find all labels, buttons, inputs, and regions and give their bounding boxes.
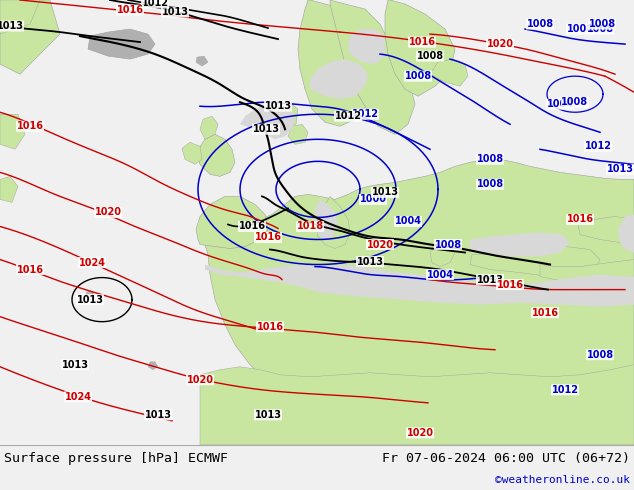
Text: 1008: 1008 [588, 19, 616, 29]
Text: 1008: 1008 [586, 350, 614, 360]
Text: 1008: 1008 [404, 71, 432, 81]
Text: Surface pressure [hPa] ECMWF: Surface pressure [hPa] ECMWF [4, 452, 228, 466]
Polygon shape [314, 199, 338, 240]
Text: 1020: 1020 [94, 207, 122, 218]
Text: 1016: 1016 [408, 37, 436, 47]
Polygon shape [618, 215, 634, 252]
Text: 1008: 1008 [562, 97, 588, 107]
Text: 1008: 1008 [586, 24, 614, 34]
Text: 1013: 1013 [61, 360, 89, 370]
Text: 1016: 1016 [254, 232, 281, 243]
Polygon shape [385, 0, 455, 96]
Text: 1020: 1020 [366, 240, 394, 249]
Text: 1013: 1013 [477, 274, 503, 285]
Text: 1016: 1016 [567, 215, 593, 224]
Text: 1016: 1016 [238, 221, 266, 231]
Polygon shape [578, 217, 634, 243]
Polygon shape [470, 246, 600, 276]
Text: 1013: 1013 [145, 410, 172, 420]
Text: 1020: 1020 [486, 39, 514, 49]
Text: 1008: 1008 [566, 24, 593, 34]
Polygon shape [200, 116, 218, 139]
Text: 1013: 1013 [0, 21, 23, 31]
Text: 1012: 1012 [351, 109, 378, 119]
Polygon shape [288, 124, 308, 144]
Polygon shape [196, 196, 268, 248]
Text: 1013: 1013 [77, 294, 103, 305]
Polygon shape [0, 0, 40, 34]
Text: 1004: 1004 [547, 99, 574, 109]
Polygon shape [88, 29, 155, 59]
Polygon shape [286, 104, 298, 126]
Text: 1012: 1012 [552, 385, 578, 395]
Polygon shape [316, 196, 350, 248]
Text: 1013: 1013 [264, 101, 292, 111]
Text: 1020: 1020 [406, 428, 434, 438]
Polygon shape [0, 114, 25, 149]
Polygon shape [182, 142, 202, 164]
Polygon shape [348, 29, 385, 64]
Text: 1008: 1008 [526, 19, 553, 29]
Text: 1013: 1013 [162, 7, 188, 17]
Polygon shape [148, 362, 158, 370]
Text: 1012: 1012 [335, 111, 361, 121]
Text: 1016: 1016 [117, 5, 143, 15]
Text: 1012: 1012 [585, 141, 612, 151]
Text: 1004: 1004 [394, 217, 422, 226]
Polygon shape [196, 56, 208, 66]
Text: 1016: 1016 [257, 321, 283, 332]
Polygon shape [330, 0, 415, 134]
Polygon shape [240, 102, 295, 139]
Text: 1008: 1008 [417, 51, 444, 61]
Text: 1024: 1024 [65, 392, 91, 402]
Polygon shape [310, 59, 368, 99]
Text: 1004: 1004 [427, 270, 453, 280]
Text: 1013: 1013 [372, 187, 399, 197]
Text: 1000: 1000 [359, 195, 387, 204]
Polygon shape [205, 265, 634, 307]
Polygon shape [205, 159, 634, 445]
Polygon shape [298, 0, 388, 126]
Text: 1018: 1018 [297, 221, 323, 231]
Text: 1016: 1016 [16, 265, 44, 274]
Text: 1008: 1008 [476, 179, 503, 189]
Polygon shape [540, 260, 634, 287]
Polygon shape [0, 176, 18, 202]
Polygon shape [198, 134, 235, 176]
Polygon shape [430, 59, 468, 86]
Polygon shape [470, 232, 570, 257]
Text: 1012: 1012 [141, 0, 169, 8]
Text: 1020: 1020 [186, 375, 214, 385]
Text: ©weatheronline.co.uk: ©weatheronline.co.uk [495, 475, 630, 485]
Text: 1013: 1013 [356, 257, 384, 267]
Text: 1008: 1008 [434, 240, 462, 249]
Text: 1008: 1008 [476, 154, 503, 164]
Polygon shape [0, 0, 60, 74]
Text: 1016: 1016 [16, 121, 44, 131]
Text: 1013: 1013 [607, 164, 633, 174]
Polygon shape [200, 365, 634, 445]
Polygon shape [430, 240, 455, 267]
Text: 1024: 1024 [79, 258, 105, 268]
Polygon shape [85, 292, 95, 299]
Text: 1013: 1013 [254, 410, 281, 420]
Text: Fr 07-06-2024 06:00 UTC (06+72): Fr 07-06-2024 06:00 UTC (06+72) [382, 452, 630, 466]
Text: 1016: 1016 [531, 308, 559, 318]
Text: 1016: 1016 [496, 280, 524, 290]
Text: 1013: 1013 [252, 124, 280, 134]
